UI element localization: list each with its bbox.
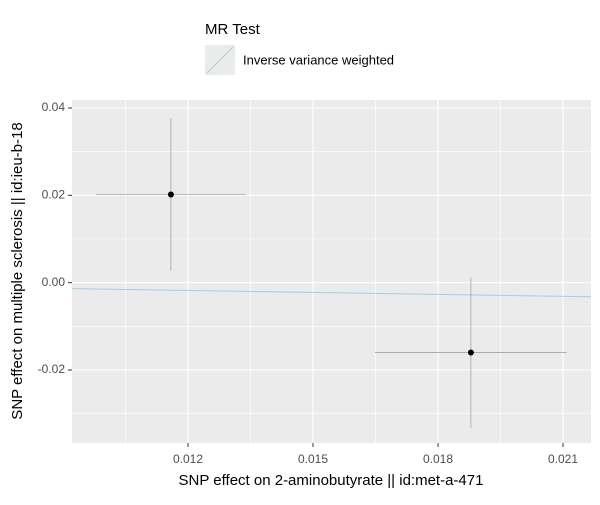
legend-title: MR Test	[205, 21, 261, 38]
y-tick-label: 0.00	[42, 275, 66, 289]
legend-label: Inverse variance weighted	[243, 52, 394, 67]
y-tick-label: 0.02	[42, 187, 66, 201]
x-tick-label: 0.021	[548, 452, 578, 466]
legend-key-line	[206, 46, 234, 74]
point	[467, 349, 474, 356]
y-tick-label: -0.02	[38, 362, 66, 376]
x-axis-title: SNP effect on 2-aminobutyrate || id:met-…	[179, 472, 484, 489]
plot-panel	[72, 100, 591, 443]
fit-line	[71, 288, 592, 298]
x-tick-label: 0.012	[173, 452, 203, 466]
x-tick-label: 0.018	[423, 452, 453, 466]
x-tick-label: 0.015	[298, 452, 328, 466]
y-axis-title: SNP effect on multiple sclerosis || id:i…	[9, 122, 26, 419]
y-tick-label: 0.04	[42, 100, 66, 114]
point	[167, 191, 174, 198]
